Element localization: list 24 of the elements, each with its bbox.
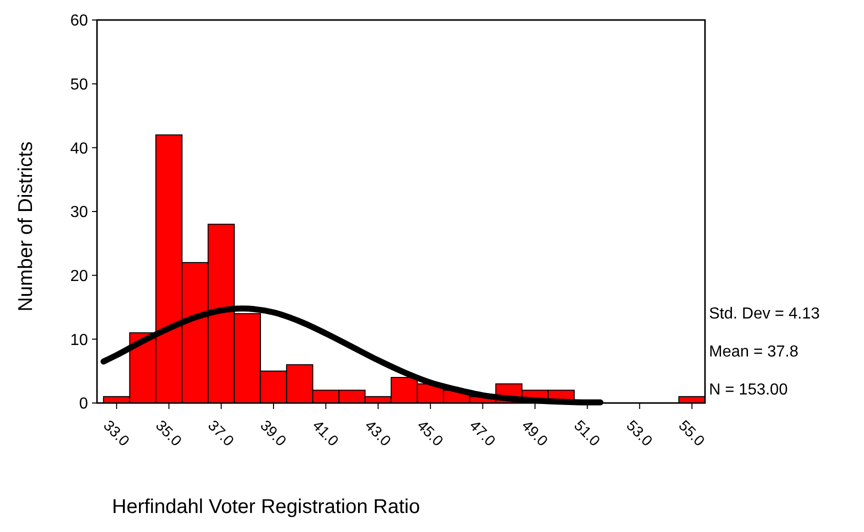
text: Std. Dev = 4.13 <box>709 306 820 323</box>
x-tick-label: 47.0 <box>466 417 499 450</box>
y-tick-label: 30 <box>70 204 88 222</box>
x-tick-label: 45.0 <box>414 417 446 450</box>
x-tick-label: 49.0 <box>518 417 551 450</box>
y-tick-label: 10 <box>70 332 88 349</box>
y-axis-title: Number of Districts <box>15 141 37 312</box>
y-tick-label: 0 <box>79 396 88 413</box>
x-tick-label: 55.0 <box>675 417 708 450</box>
y-tick-label: 40 <box>70 140 88 158</box>
x-tick-label: 41.0 <box>308 417 342 450</box>
text: N = 153.00 <box>709 382 788 399</box>
y-tick-label: 50 <box>70 76 88 94</box>
text: Mean = 37.8 <box>709 344 798 361</box>
x-tick-label: 43.0 <box>361 417 394 450</box>
y-tick-label: 20 <box>70 268 88 285</box>
y-tick-label: 60 <box>70 12 88 30</box>
x-tick-label: 33.0 <box>100 417 132 450</box>
x-tick-label: 53.0 <box>622 417 656 450</box>
x-tick-label: 37.0 <box>204 417 238 450</box>
x-tick-label: 51.0 <box>570 417 604 450</box>
x-tick-label: 35.0 <box>152 417 185 450</box>
x-axis-title: Herfindahl Voter Registration Ratio <box>112 496 420 518</box>
x-tick-label: 39.0 <box>256 417 290 450</box>
